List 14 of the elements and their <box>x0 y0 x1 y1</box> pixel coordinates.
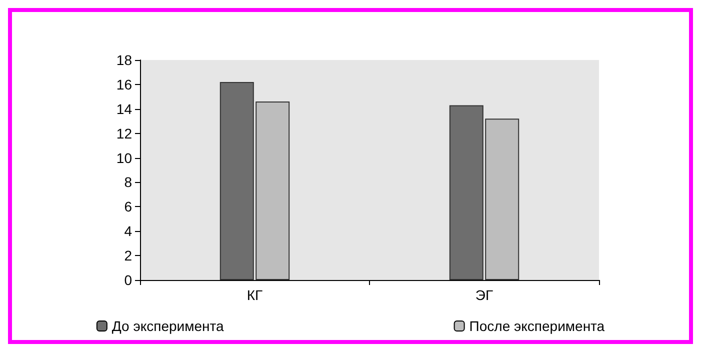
y-tick-label: 12 <box>116 125 132 142</box>
y-tick-label: 6 <box>124 198 132 215</box>
legend-label: После эксперимента <box>469 318 605 334</box>
x-tick-label: ЭГ <box>475 287 494 303</box>
y-tick-label: 4 <box>124 223 132 240</box>
y-tick-label: 14 <box>116 100 132 117</box>
y-tick-label: 0 <box>124 272 132 288</box>
y-tick-label: 10 <box>116 150 132 166</box>
y-tick-label: 8 <box>124 174 132 190</box>
y-tick-label: 2 <box>124 248 132 264</box>
x-tick-label: КГ <box>246 287 264 303</box>
y-tick-label: 18 <box>116 52 132 68</box>
legend-label: До эксперимента <box>112 318 224 334</box>
y-tick-label: 16 <box>116 76 132 92</box>
